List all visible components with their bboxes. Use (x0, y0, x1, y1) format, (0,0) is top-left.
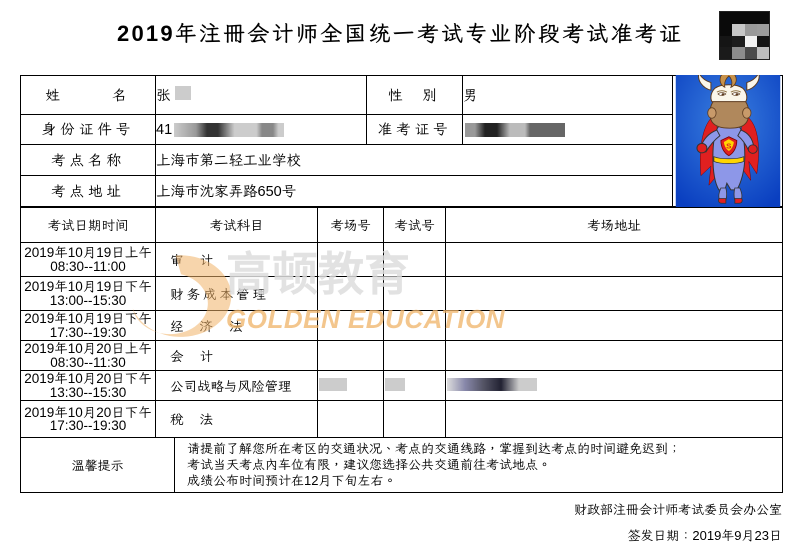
svg-text:S: S (726, 142, 731, 151)
